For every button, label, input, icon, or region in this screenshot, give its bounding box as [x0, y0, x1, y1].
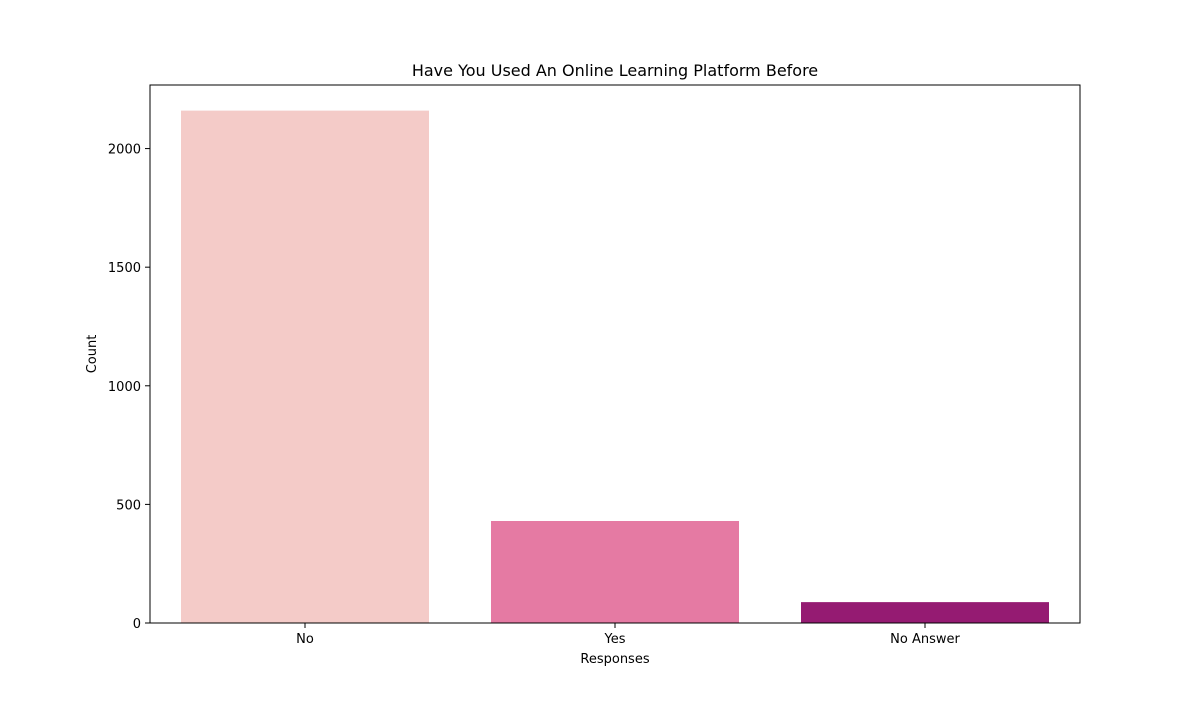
x-tick-label: Yes: [604, 632, 626, 647]
y-tick-label: 500: [116, 498, 141, 513]
bar-no-answer: [801, 602, 1049, 623]
bars-group: [181, 110, 1049, 624]
y-axis-ticks: 0 500 1000 1500 2000: [108, 143, 150, 632]
y-axis-label: Count: [85, 335, 100, 374]
y-tick-label: 0: [133, 617, 141, 632]
x-tick-label: No Answer: [890, 632, 960, 647]
x-axis-ticks: No Yes No Answer: [296, 623, 960, 647]
bar-no: [181, 110, 429, 624]
plot-frame: [149, 84, 1081, 624]
y-tick-label: 1500: [108, 261, 141, 276]
bar-yes: [491, 520, 739, 623]
y-tick-label: 1000: [108, 380, 141, 395]
x-tick-label: No: [296, 632, 314, 647]
y-tick-label: 2000: [108, 143, 141, 158]
chart-title: Have You Used An Online Learning Platfor…: [412, 61, 818, 80]
x-axis-label: Responses: [580, 652, 649, 667]
